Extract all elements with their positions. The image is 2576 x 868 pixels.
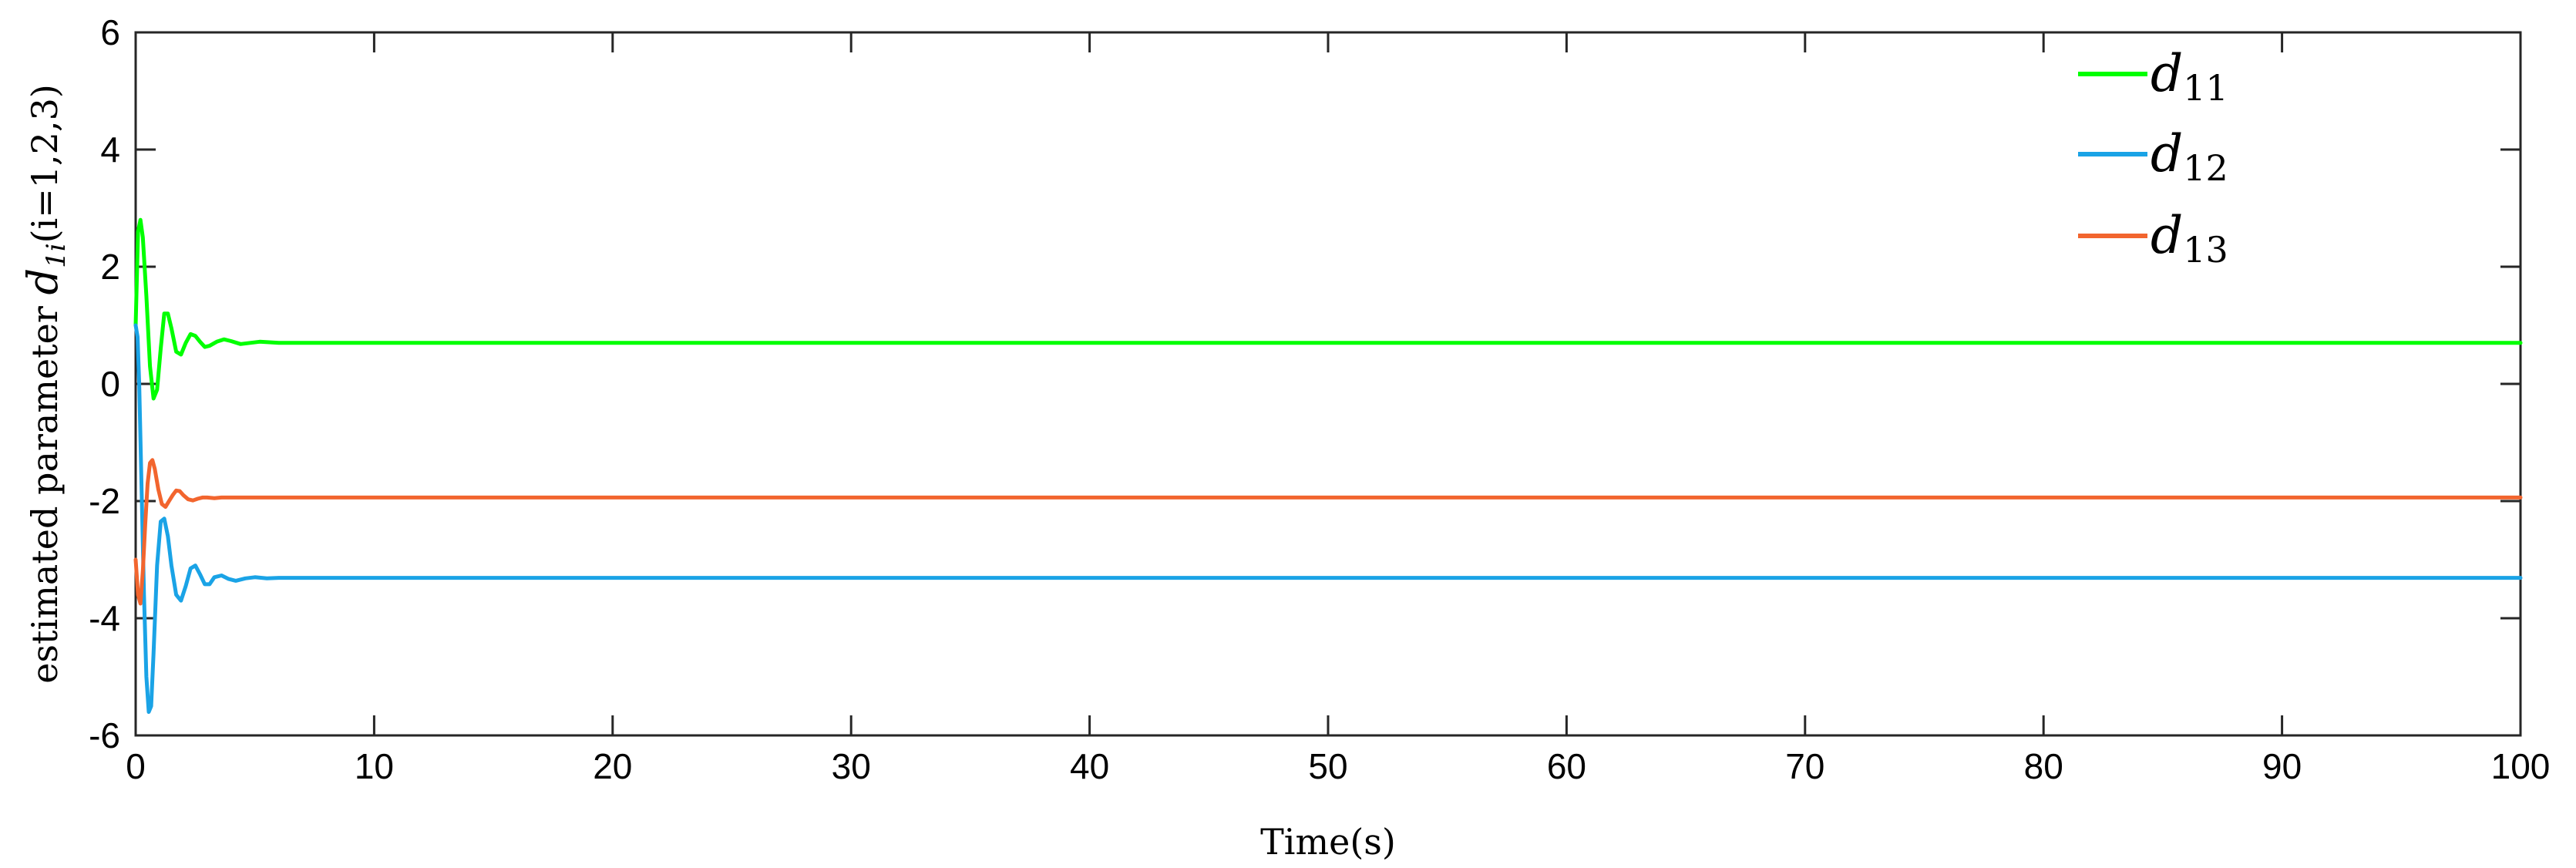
x-tick-label: 100 (2491, 746, 2551, 786)
y-axis-label-subscript: 1i (41, 243, 72, 268)
x-tick-label: 40 (1070, 746, 1109, 786)
x-tick-label: 10 (355, 746, 394, 786)
legend-label-d13: d13 (2151, 206, 2228, 271)
x-tick-label: 90 (2262, 746, 2302, 786)
legend-label-d12-main: d (2151, 124, 2183, 183)
x-axis-label: Time(s) (1260, 821, 1396, 863)
y-tick-label: 2 (100, 247, 120, 287)
legend-label-d12: d12 (2151, 124, 2228, 189)
y-tick-label: 4 (100, 130, 120, 170)
y-axis-label-symbol: d (18, 268, 67, 295)
y-tick-label: -6 (89, 715, 120, 755)
axis-ticks (134, 31, 2522, 737)
legend-label-d11-main: d (2151, 44, 2183, 103)
x-tick-label: 20 (593, 746, 632, 786)
y-tick-label: -2 (89, 481, 120, 521)
x-tick-label: 50 (1308, 746, 1347, 786)
series-line-d11 (133, 217, 2523, 401)
legend-label-d12-sub: 12 (2183, 147, 2228, 189)
series-line-d13 (133, 458, 2523, 606)
legend-label-d13-sub: 13 (2183, 229, 2228, 271)
y-tick-label: -4 (89, 598, 120, 638)
y-axis-label-prefix: estimated parameter (24, 295, 66, 684)
y-tick-label: 6 (100, 12, 120, 52)
series-line-d12 (133, 323, 2523, 715)
legend-label-d13-main: d (2151, 206, 2183, 265)
plot-area (134, 31, 2522, 737)
x-tick-label: 80 (2024, 746, 2063, 786)
x-tick-label: 0 (126, 746, 146, 786)
series-lines (133, 217, 2523, 715)
axis-tick-labels: 0 10 20 30 40 50 60 70 80 90 100 -6 -4 -2 0 2 4 6 (89, 12, 2550, 786)
y-axis-label: estimated parameter d1i(i=1,2,3) (18, 84, 72, 684)
legend: d11 d12 d13 (2078, 44, 2228, 271)
x-tick-label: 70 (1785, 746, 1824, 786)
y-axis-label-suffix: (i=1,2,3) (24, 84, 66, 243)
x-tick-label: 60 (1547, 746, 1586, 786)
y-tick-label: 0 (100, 364, 120, 404)
legend-label-d11-sub: 11 (2183, 67, 2228, 109)
legend-label-d11: d11 (2151, 44, 2228, 109)
x-tick-label: 30 (832, 746, 871, 786)
